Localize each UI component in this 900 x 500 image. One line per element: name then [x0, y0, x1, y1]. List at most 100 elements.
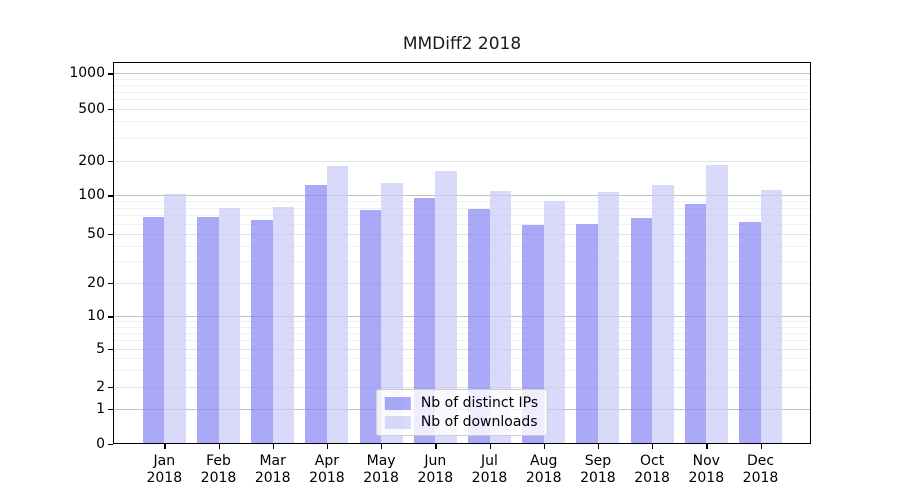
bar-downloads-apr: [326, 165, 349, 444]
y-tick-mark: [108, 233, 113, 236]
y-tick-mark: [108, 387, 113, 389]
x-tick-label: Sep 2018: [570, 453, 626, 487]
x-tick-mark: [164, 444, 166, 449]
x-tick-mark: [543, 444, 546, 449]
gridline-minor: [113, 84, 811, 86]
bar-downloads-sep: [597, 192, 620, 444]
x-tick-mark: [489, 444, 491, 449]
y-tick-label: 100: [78, 187, 105, 204]
gridline-minor: [113, 321, 811, 323]
gridline-minor: [113, 78, 811, 80]
bar-ips-feb: [197, 217, 219, 444]
gridline-labeled-minor: [113, 387, 811, 389]
gridline-minor: [113, 215, 811, 216]
x-tick-year: 2018: [634, 470, 670, 486]
x-tick-mark: [272, 444, 275, 449]
gridline-minor: [113, 207, 811, 209]
legend-swatch-icon: [384, 396, 411, 410]
y-tick-label: 1000: [69, 65, 105, 82]
gridline-major: [113, 316, 811, 318]
x-tick-month: Sep: [584, 453, 612, 469]
y-tick-mark: [108, 316, 113, 318]
x-tick-label: Jan 2018: [136, 453, 192, 487]
gridline-minor: [113, 245, 811, 247]
legend-item-distinct-ips: Nb of distinct IPs: [384, 395, 538, 411]
x-tick-month: Oct: [639, 453, 665, 469]
bar-ips-mar: [251, 220, 273, 444]
x-tick-year: 2018: [688, 470, 725, 486]
x-tick-mark: [435, 444, 437, 449]
gridline-minor: [113, 201, 811, 202]
bar-downloads-may: [381, 183, 403, 444]
gridline-major: [113, 73, 811, 75]
bar-ips-sep: [576, 223, 598, 444]
y-tick-mark: [108, 108, 113, 110]
x-tick-month: Apr: [314, 453, 339, 469]
bar-ips-nov: [684, 203, 707, 444]
x-tick-year: 2018: [471, 470, 508, 486]
bar-ips-apr: [305, 185, 327, 444]
legend-item-downloads: Nb of downloads: [384, 414, 538, 430]
bar-downloads-feb: [218, 207, 240, 444]
gridline-labeled-minor: [113, 160, 811, 162]
gridline-minor: [113, 340, 811, 342]
y-tick-mark: [108, 348, 113, 351]
y-tick-label: 1: [96, 400, 105, 417]
gridline-labeled-minor: [113, 283, 811, 284]
gridline-minor: [113, 326, 811, 328]
bar-ips-oct: [630, 218, 653, 444]
y-tick-mark: [108, 283, 113, 285]
y-tick-mark: [108, 444, 113, 446]
x-tick-year: 2018: [200, 470, 237, 486]
gridline-labeled-minor: [113, 348, 811, 350]
gridline-minor: [113, 261, 811, 263]
x-tick-month: Jan: [153, 453, 176, 469]
legend: Nb of distinct IPs Nb of downloads: [375, 389, 549, 436]
x-tick-month: Mar: [259, 453, 286, 469]
x-tick-mark: [218, 444, 220, 449]
x-tick-year: 2018: [309, 470, 345, 486]
x-tick-year: 2018: [254, 470, 291, 486]
gridline-minor: [113, 121, 811, 123]
x-tick-label: Feb 2018: [191, 453, 247, 487]
x-tick-label: Nov 2018: [678, 453, 734, 487]
bar-downloads-aug: [543, 201, 566, 444]
gridline-labeled-minor: [113, 108, 811, 110]
x-tick-mark: [760, 444, 762, 449]
legend-label: Nb of downloads: [420, 414, 538, 430]
bar-downloads-dec: [760, 189, 782, 444]
gridline-labeled-minor: [113, 233, 811, 235]
x-tick-year: 2018: [146, 470, 183, 486]
x-tick-year: 2018: [580, 470, 616, 486]
y-tick-mark: [108, 408, 113, 411]
x-tick-month: Jun: [424, 453, 447, 469]
x-tick-label: May 2018: [353, 453, 409, 487]
x-tick-month: Jul: [481, 453, 498, 469]
x-tick-month: May: [366, 453, 396, 469]
y-tick-mark: [108, 160, 113, 162]
y-tick-label: 5: [96, 340, 105, 357]
y-tick-mark: [108, 73, 113, 75]
x-tick-month: Dec: [746, 453, 775, 469]
gridline-minor: [113, 223, 811, 225]
x-tick-year: 2018: [525, 470, 562, 486]
x-tick-label: Mar 2018: [245, 453, 301, 487]
x-tick-mark: [706, 444, 708, 449]
chart-title: MMDiff2 2018: [402, 34, 522, 54]
y-tick-label: 10: [87, 308, 105, 325]
bar-ips-jun: [413, 198, 436, 444]
x-tick-label: Jul 2018: [462, 453, 518, 487]
legend-swatch-icon: [384, 415, 411, 429]
x-tick-label: Dec 2018: [733, 453, 789, 487]
x-tick-month: Nov: [692, 453, 720, 469]
y-tick-label: 2: [96, 379, 105, 396]
plot-area: 0 1 2 5 10 20 50 100 200 500 1000 Jan 2018 Feb 2018 Mar…: [69, 62, 811, 486]
gridline-minor: [113, 91, 811, 93]
x-tick-mark: [381, 444, 383, 449]
y-tick-label: 500: [78, 100, 105, 117]
x-tick-month: Aug: [530, 453, 558, 469]
y-tick-label: 200: [78, 152, 105, 169]
y-tick-label: 20: [87, 275, 105, 291]
bar-downloads-oct: [652, 185, 674, 444]
